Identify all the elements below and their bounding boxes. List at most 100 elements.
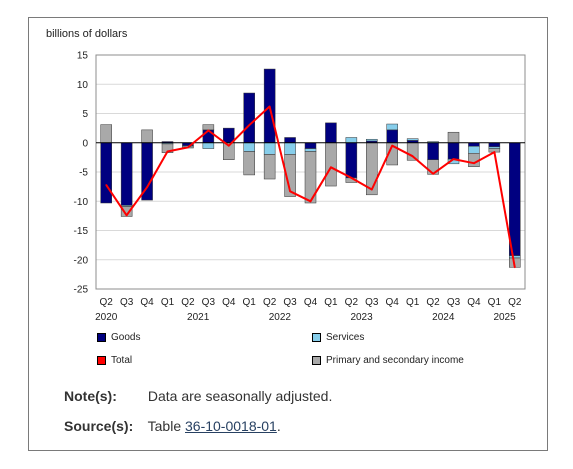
bar-services [202,142,215,149]
total-point [227,144,230,147]
total-point [166,150,169,153]
x-year-label: 2023 [350,312,373,323]
bar-services [243,142,255,152]
x-tick-label: Q2 [426,297,440,308]
bar-primary-and-secondary-income [202,124,215,131]
bar-goods [447,142,460,160]
total-point [391,144,394,147]
bar-goods [243,92,255,143]
x-tick-label: Q2 [263,297,277,308]
legend-income-label: Primary and secondary income [326,355,464,366]
chart-frame [28,17,548,451]
x-tick-label: Q2 [100,297,114,308]
source-table-link[interactable]: 36-10-0018-01 [185,418,277,434]
x-tick-label: Q4 [222,297,236,308]
bar-goods [345,142,358,179]
legend-total-swatch [97,356,106,365]
bar-primary-and-secondary-income [243,151,255,176]
note-label: Note(s): [64,388,117,404]
plot-border [95,54,526,290]
total-point [370,188,373,191]
source-suffix: . [276,418,281,434]
legend-income: Primary and secondary income [312,355,464,366]
x-tick-label: Q1 [161,297,175,308]
x-tick-label: Q1 [243,297,257,308]
x-tick-label: Q4 [386,297,400,308]
legend-goods-swatch [97,333,106,342]
bar-primary-and-secondary-income [447,131,460,144]
bar-goods [509,142,521,256]
bar-services [386,123,398,131]
legend-income-swatch [312,356,321,365]
x-tick-label: Q2 [181,297,195,308]
total-point [411,155,414,158]
bar-goods [325,122,337,143]
total-point [330,166,332,169]
x-year-label: 2020 [95,312,118,323]
total-point [289,190,291,193]
x-tick-label: Q3 [447,297,461,308]
y-tick-label: 5 [82,109,88,120]
total-point [125,214,128,217]
bar-primary-and-secondary-income [304,151,317,204]
y-tick-label: -5 [79,168,88,179]
total-point [248,124,251,126]
note-row: Note(s): Data are seasonally adjusted. [64,388,332,404]
bar-primary-and-secondary-income [406,142,419,161]
y-tick-label: 0 [82,138,88,149]
total-point [473,162,475,165]
source-label: Source(s): [64,418,134,434]
x-tick-label: Q3 [283,297,297,308]
x-tick-label: Q4 [467,297,481,308]
total-point [432,172,434,175]
x-tick-label: Q1 [324,297,338,308]
y-tick-label: -10 [74,197,89,208]
bar-primary-and-secondary-income [263,154,276,180]
bar-services [509,255,521,259]
total-point [105,184,108,186]
bar-goods [488,142,501,148]
legend-total: Total [97,355,132,366]
source-row: Source(s): Table 36-10-0018-01. [64,418,281,434]
bar-primary-and-secondary-income [141,129,153,144]
y-tick-label: -15 [74,226,89,237]
total-point [187,146,189,149]
x-tick-label: Q1 [488,297,502,308]
y-tick-label: -20 [74,255,89,266]
x-tick-label: Q3 [120,297,134,308]
x-year-label: 2022 [269,312,292,323]
x-year-label: 2024 [432,312,455,323]
bar-services [406,138,419,141]
y-axis-title: billions of dollars [46,28,128,40]
y-tick-label: -25 [74,285,89,296]
total-point [350,177,353,179]
x-tick-label: Q1 [406,297,420,308]
total-point [146,186,148,189]
y-tick-label: 15 [77,51,89,62]
total-point [452,158,455,160]
note-text: Data are seasonally adjusted. [147,388,333,404]
bar-services [345,137,358,144]
bar-goods [120,142,133,206]
bar-services [468,146,480,154]
bar-primary-and-secondary-income [120,206,133,217]
x-year-label: 2021 [187,312,210,323]
bar-goods [100,142,112,204]
x-tick-label: Q4 [140,297,154,308]
x-year-label: 2025 [493,312,516,323]
bar-services [366,138,378,142]
total-point [513,266,516,269]
bar-goods [427,142,439,160]
x-tick-label: Q3 [365,297,379,308]
x-tick-label: Q2 [345,297,359,308]
bar-primary-and-secondary-income [284,154,296,197]
y-tick-label: 10 [77,80,89,91]
total-point [268,105,271,108]
source-prefix: Table [147,418,185,434]
total-point [493,151,496,153]
legend-services-swatch [312,333,321,342]
bar-goods [468,142,480,147]
legend-total-label: Total [111,355,133,366]
x-tick-label: Q4 [304,297,318,308]
